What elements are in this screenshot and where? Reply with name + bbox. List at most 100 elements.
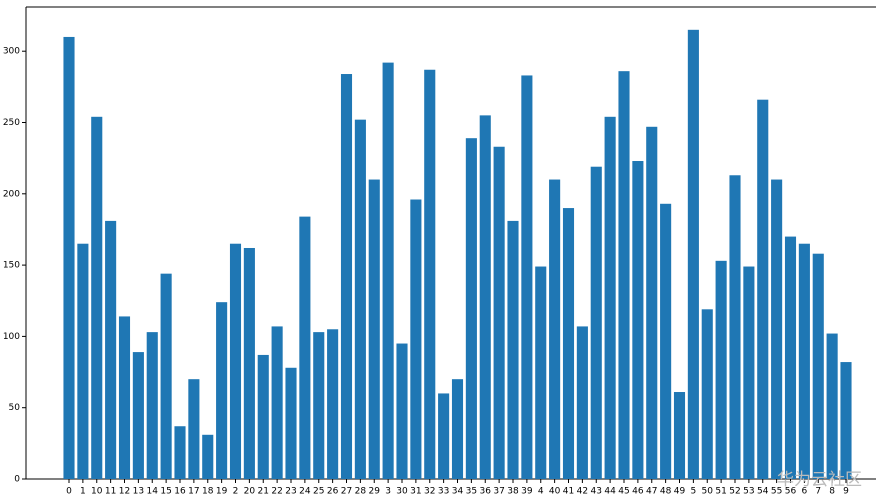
x-tick-label: 27 [341,487,352,497]
bar [632,161,644,479]
bar [715,260,727,479]
y-tick-label: 100 [3,332,20,342]
bar [493,146,505,480]
x-tick-label: 54 [757,487,769,497]
bar [382,62,394,480]
x-tick-label: 26 [327,487,339,497]
bar [743,266,755,479]
y-tick-label: 50 [9,403,21,413]
bar [451,379,464,479]
bar [507,220,519,479]
x-tick-label: 12 [119,487,130,497]
bar [63,36,75,479]
x-tick-label: 48 [660,487,672,497]
x-tick-label: 20 [244,487,256,497]
x-tick-label: 42 [577,487,588,497]
bar [438,393,450,479]
bar [479,115,491,479]
bar [576,326,588,479]
y-tick-label: 300 [3,47,20,57]
bar [105,220,117,479]
x-tick-label: 41 [563,487,574,497]
x-tick-label: 17 [188,487,199,497]
bar [354,119,366,480]
x-tick-label: 33 [438,487,449,497]
bar [590,166,602,480]
bar [646,126,658,480]
bar [465,138,477,479]
x-tick-label: 5 [691,487,697,497]
x-tick-label: 4 [538,487,544,497]
x-tick-label: 18 [202,487,214,497]
x-tick-label: 3 [385,487,391,497]
bar [271,326,283,479]
y-tick-label: 0 [14,475,20,485]
x-tick-label: 16 [174,487,186,497]
x-tick-label: 38 [507,487,519,497]
bar [313,332,325,479]
bar [424,69,436,480]
bar [202,434,214,479]
bar [257,354,269,479]
bar [118,316,131,479]
bar [327,329,339,479]
bar [729,175,741,479]
bar [285,367,297,479]
x-tick-label: 30 [396,487,408,497]
x-tick-label: 47 [646,487,657,497]
x-tick-label: 53 [743,487,754,497]
bar [77,243,89,479]
bar [757,99,769,480]
bar [243,247,255,479]
x-tick-label: 32 [424,487,435,497]
y-tick-label: 150 [3,261,20,271]
x-tick-label: 1 [80,487,86,497]
x-tick-label: 52 [729,487,740,497]
watermark: 华为云社区 [777,470,862,490]
bar [216,302,228,479]
bar [160,273,172,479]
x-tick-label: 8 [829,487,835,497]
bar [798,243,810,479]
bar [410,199,422,479]
bar [840,362,852,479]
bar [771,179,783,479]
bar [701,309,713,479]
x-tick-label: 14 [147,487,159,497]
bar [604,116,616,480]
x-tick-label: 28 [355,487,367,497]
y-tick-label: 250 [3,118,20,128]
x-tick-label: 2 [233,487,239,497]
x-tick-label: 49 [674,487,686,497]
bar [396,343,408,479]
x-tick-label: 25 [313,487,324,497]
x-tick-label: 19 [216,487,228,497]
x-tick-label: 44 [604,487,616,497]
bar [91,116,103,480]
x-tick-label: 55 [771,487,782,497]
x-tick-label: 36 [480,487,492,497]
bar [812,253,824,479]
x-tick-label: 39 [521,487,533,497]
x-tick-label: 56 [785,487,797,497]
x-tick-label: 6 [802,487,808,497]
bar [174,426,186,479]
x-tick-label: 51 [715,487,726,497]
bar [826,333,838,479]
x-tick-label: 23 [285,487,296,497]
x-tick-label: 40 [549,487,561,497]
x-tick-label: 24 [299,487,311,497]
bar [784,236,797,479]
x-tick-label: 35 [466,487,477,497]
bar [521,75,533,479]
x-tick-label: 31 [410,487,421,497]
bar [132,352,144,479]
bar [146,332,158,479]
x-tick-label: 50 [702,487,714,497]
x-tick-label: 22 [271,487,282,497]
x-tick-label: 21 [258,487,269,497]
x-tick-label: 11 [105,487,116,497]
x-tick-label: 43 [591,487,602,497]
x-tick-label: 9 [843,487,849,497]
